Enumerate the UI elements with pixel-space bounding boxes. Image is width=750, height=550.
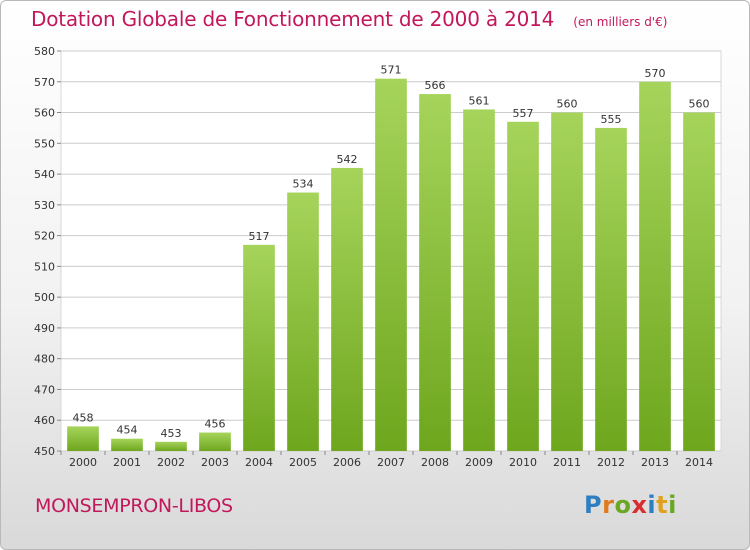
- y-tick-label: 490: [34, 322, 55, 335]
- bar: [551, 112, 583, 452]
- y-tick-label: 460: [34, 414, 55, 427]
- logo-letter: o: [614, 491, 632, 519]
- bar: [331, 167, 363, 451]
- logo-letter: P: [584, 491, 603, 519]
- value-label: 571: [381, 64, 402, 77]
- chart-subtitle: (en milliers d'€): [573, 15, 668, 29]
- value-labels: 458 454 453 456 517 534 542 571 566 561 557 560 555 5…: [73, 64, 710, 440]
- value-label: 542: [337, 153, 358, 166]
- bar: [463, 109, 495, 451]
- value-label: 557: [513, 107, 534, 120]
- bar: [639, 81, 671, 452]
- x-tick-label: 2007: [377, 456, 405, 469]
- y-tick-label: 530: [34, 199, 55, 212]
- bar: [375, 78, 407, 451]
- bar: [595, 127, 627, 451]
- x-tick-labels: 2000 2001 2002 2003 2004 2005 2006 2007 2008 2009…: [60, 451, 713, 469]
- x-tick-label: 2006: [333, 456, 361, 469]
- bar-layer: [67, 78, 715, 452]
- bar: [199, 432, 231, 451]
- value-label: 458: [73, 411, 94, 424]
- y-tick-label: 450: [34, 445, 55, 458]
- x-tick-label: 2008: [421, 456, 449, 469]
- x-tick-label: 2004: [245, 456, 273, 469]
- proxiti-logo: Proxiti: [584, 491, 677, 519]
- x-tick-label: 2014: [685, 456, 713, 469]
- x-tick-label: 2013: [641, 456, 669, 469]
- value-label: 454: [117, 424, 138, 437]
- value-label: 555: [601, 113, 622, 126]
- y-tick-label: 500: [34, 291, 55, 304]
- x-tick-label: 2002: [157, 456, 185, 469]
- y-tick-label: 550: [34, 137, 55, 150]
- x-tick-label: 2003: [201, 456, 229, 469]
- x-tick-label: 2011: [553, 456, 581, 469]
- logo-letter: r: [602, 491, 615, 519]
- logo-letter: x: [631, 491, 648, 519]
- x-tick-label: 2009: [465, 456, 493, 469]
- bar: [155, 441, 187, 451]
- y-tick-label: 570: [34, 76, 55, 89]
- bar: [67, 426, 99, 451]
- logo-letter: i: [668, 491, 677, 519]
- title-row: Dotation Globale de Fonctionnement de 20…: [31, 7, 667, 31]
- value-label: 517: [249, 230, 270, 243]
- bar: [507, 121, 539, 452]
- value-label: 566: [425, 79, 446, 92]
- logo-letter: i: [647, 491, 657, 519]
- value-label: 560: [689, 98, 710, 111]
- commune-name: MONSEMPRON-LIBOS: [35, 495, 233, 517]
- value-label: 570: [645, 67, 666, 80]
- y-tick-label: 540: [34, 168, 55, 181]
- logo-letter: t: [656, 491, 669, 519]
- bar: [287, 192, 319, 452]
- x-tick-label: 2012: [597, 456, 625, 469]
- y-tick-label: 560: [34, 107, 55, 120]
- y-tick-labels: 450 460 470 480 490 500 510 520 530 540 550 560 570 5…: [34, 45, 55, 458]
- x-tick-label: 2005: [289, 456, 317, 469]
- value-label: 560: [557, 98, 578, 111]
- y-tick-label: 520: [34, 230, 55, 243]
- y-tick-label: 580: [34, 45, 55, 58]
- y-tick-label: 480: [34, 353, 55, 366]
- y-tick-label: 510: [34, 260, 55, 273]
- bar: [243, 244, 275, 451]
- value-label: 456: [205, 418, 226, 431]
- bar: [419, 94, 451, 452]
- value-label: 561: [469, 94, 490, 107]
- x-tick-label: 2001: [113, 456, 141, 469]
- x-tick-label: 2000: [69, 456, 97, 469]
- x-tick-label: 2010: [509, 456, 537, 469]
- value-label: 453: [161, 427, 182, 440]
- bar: [111, 438, 143, 451]
- chart-title: Dotation Globale de Fonctionnement de 20…: [31, 7, 555, 31]
- y-tick-label: 470: [34, 383, 55, 396]
- bar: [683, 112, 715, 452]
- value-label: 534: [293, 178, 314, 191]
